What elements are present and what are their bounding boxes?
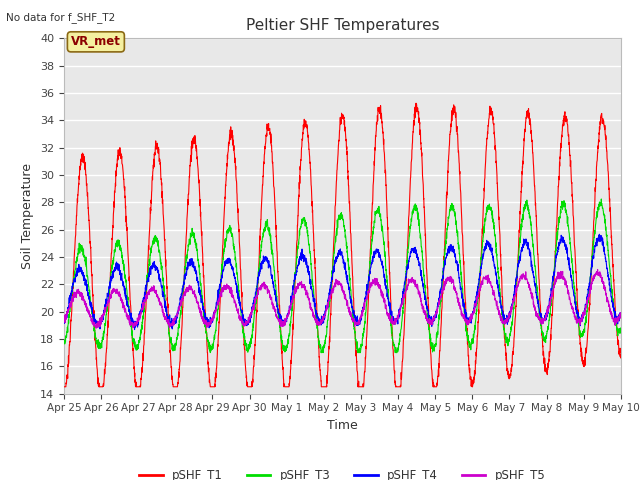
Text: No data for f_SHF_T2: No data for f_SHF_T2 bbox=[6, 12, 116, 23]
Text: VR_met: VR_met bbox=[71, 36, 121, 48]
Y-axis label: Soil Temperature: Soil Temperature bbox=[22, 163, 35, 269]
Title: Peltier SHF Temperatures: Peltier SHF Temperatures bbox=[246, 18, 439, 33]
Legend: pSHF_T1, pSHF_T3, pSHF_T4, pSHF_T5: pSHF_T1, pSHF_T3, pSHF_T4, pSHF_T5 bbox=[134, 465, 550, 480]
X-axis label: Time: Time bbox=[327, 419, 358, 432]
